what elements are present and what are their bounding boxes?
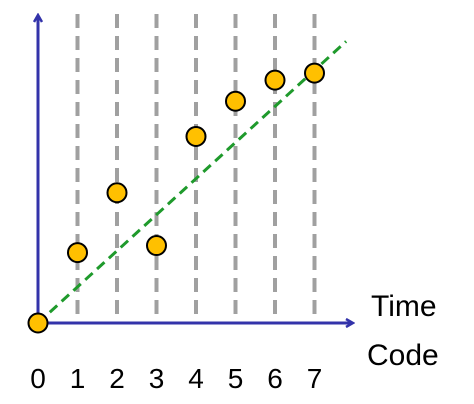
data-points — [27, 62, 325, 334]
x-tick-label-5: 5 — [228, 363, 244, 394]
trend-line — [36, 40, 348, 325]
data-point-5 — [225, 90, 246, 112]
x-tick-label-2: 2 — [109, 363, 125, 394]
data-point-7 — [304, 62, 325, 84]
data-point-4 — [185, 125, 207, 147]
x-tick-label-0: 0 — [30, 363, 46, 394]
x-tick-label-4: 4 — [188, 363, 204, 394]
trend-line-group — [36, 40, 348, 325]
x-axis-label: Time Code — [367, 290, 439, 372]
x-tick-label-6: 6 — [267, 363, 283, 394]
x-tick-label-3: 3 — [149, 363, 165, 394]
x-axis-label-line-2: Code — [367, 339, 439, 372]
axes — [38, 16, 352, 323]
data-point-2 — [106, 182, 128, 204]
data-point-6 — [264, 69, 286, 91]
data-point-1 — [67, 242, 88, 264]
x-tick-label-1: 1 — [70, 363, 86, 394]
data-point-3 — [146, 235, 167, 257]
x-tick-label-7: 7 — [307, 363, 323, 394]
x-axis-label-line-1: Time — [371, 290, 437, 323]
gridlines — [75, 14, 317, 319]
data-point-0 — [27, 312, 49, 334]
